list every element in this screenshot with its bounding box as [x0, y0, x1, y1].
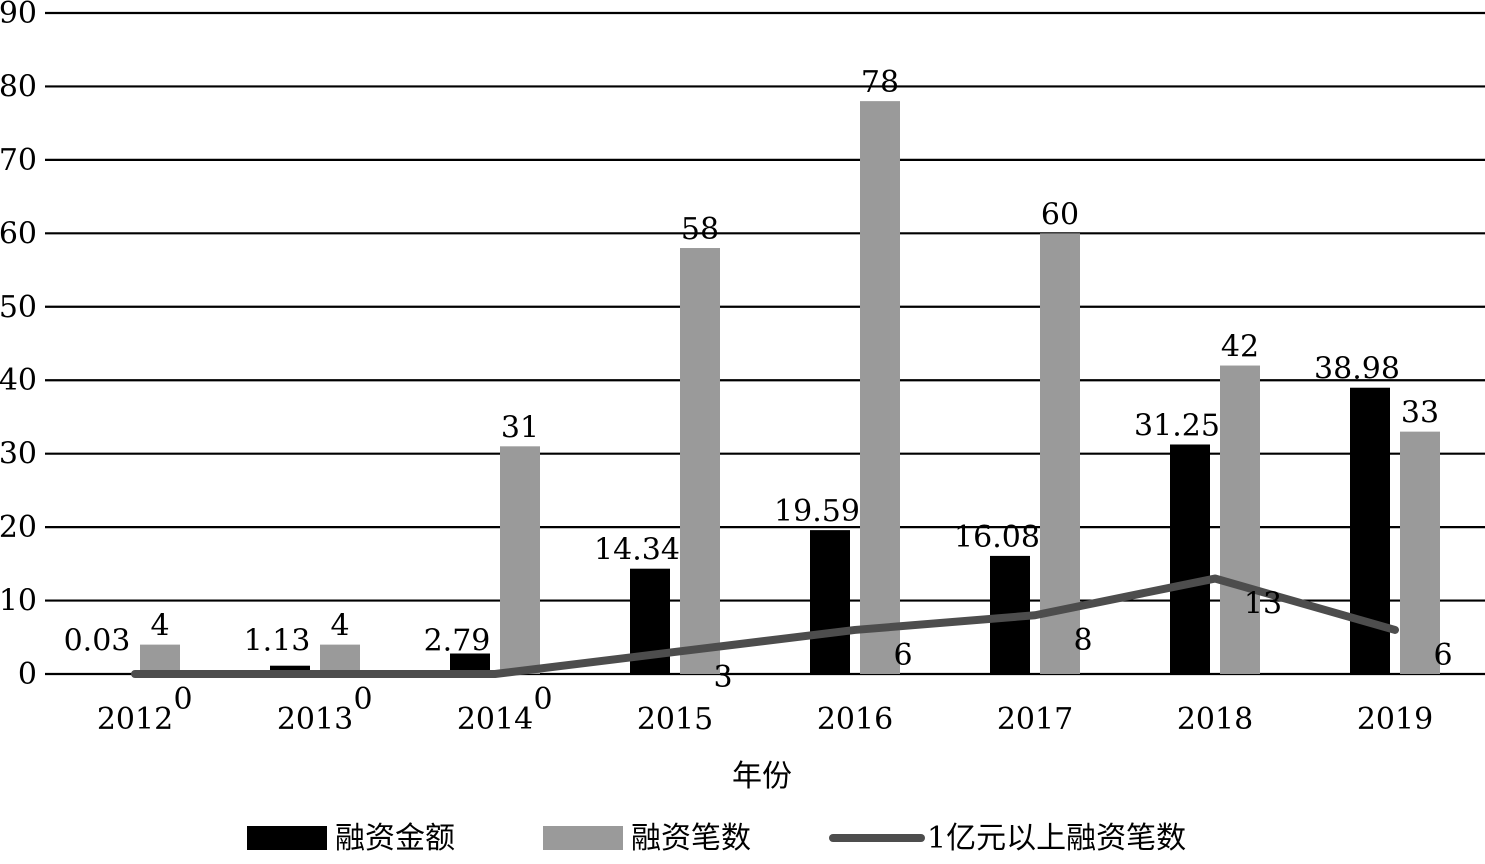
legend: 融资金额 融资笔数 1亿元以上融资笔数 — [247, 821, 1186, 856]
bar — [680, 248, 720, 674]
y-tick-label: 60 — [0, 216, 37, 251]
data-label: 16.08 — [954, 520, 1040, 555]
legend-swatch — [247, 826, 327, 850]
y-tick-label: 0 — [18, 657, 37, 692]
bar — [1220, 365, 1260, 674]
data-label: 0.03 — [64, 623, 131, 658]
line-point — [1033, 613, 1037, 618]
x-tick-label: 2014 — [457, 702, 533, 737]
line-data-label: 0 — [533, 682, 552, 717]
data-label: 1.13 — [244, 623, 311, 658]
y-tick-label: 70 — [0, 143, 37, 178]
line-data-label: 13 — [1244, 587, 1282, 622]
data-labels: 0.03 4 1.13 4 2.793114.345819.597816.086031.… — [64, 65, 1453, 717]
line-data-label: 6 — [893, 638, 912, 673]
line-data-label: 3 — [713, 660, 732, 695]
x-tick-label: 2012 — [97, 702, 173, 737]
legend-label: 融资金额 — [335, 821, 455, 856]
data-label: 14.34 — [594, 533, 680, 568]
bar — [860, 101, 900, 675]
y-tick-label: 50 — [0, 290, 37, 325]
line-data-label: 6 — [1433, 638, 1452, 673]
line-point — [493, 672, 497, 676]
bar — [450, 653, 490, 674]
data-label: 31 — [501, 410, 539, 445]
data-label: 33 — [1401, 396, 1439, 431]
bar — [1400, 431, 1440, 674]
bar — [1350, 387, 1390, 674]
bar — [270, 665, 310, 674]
x-tick-label: 2015 — [637, 702, 713, 737]
bar — [500, 446, 540, 674]
data-label: 2.79 — [424, 623, 491, 658]
line-point — [1393, 627, 1397, 632]
x-tick-label: 2019 — [1357, 702, 1433, 737]
gridlines — [45, 11, 1485, 676]
y-tick-label: 30 — [0, 437, 37, 472]
data-label: 38.98 — [1314, 352, 1400, 387]
data-label: 60 — [1041, 197, 1079, 232]
line-data-label: 0 — [173, 682, 192, 717]
data-label: 19.59 — [774, 494, 860, 529]
bar — [140, 644, 180, 674]
bars — [90, 101, 1440, 675]
legend-swatch — [543, 826, 623, 850]
x-tick-label: 2013 — [277, 702, 353, 737]
data-label: 31.25 — [1134, 408, 1220, 443]
line-point — [673, 649, 677, 654]
line-path — [131, 574, 1399, 678]
y-tick-label: 20 — [0, 510, 37, 545]
data-label: 58 — [681, 212, 719, 247]
data-label: 4 — [330, 609, 349, 644]
y-tick-label: 80 — [0, 69, 37, 104]
line-data-label: 0 — [353, 682, 372, 717]
y-tick-label: 10 — [0, 584, 37, 619]
x-axis-title: 年份 — [732, 759, 792, 794]
data-label: 78 — [861, 65, 899, 100]
line-point — [853, 627, 857, 632]
bar — [1170, 444, 1210, 674]
y-axis: 0 10 20 30 40 50 60 70 80 90 — [0, 0, 37, 692]
data-label: 42 — [1221, 330, 1259, 365]
bar — [810, 530, 850, 674]
x-tick-label: 2017 — [997, 702, 1073, 737]
y-tick-label: 40 — [0, 363, 37, 398]
legend-label: 1亿元以上融资笔数 — [927, 821, 1186, 856]
line-series — [131, 574, 1399, 678]
x-tick-label: 2016 — [817, 702, 893, 737]
bar — [1040, 233, 1080, 675]
y-tick-label: 90 — [0, 0, 37, 31]
bar — [320, 644, 360, 674]
line-point — [313, 672, 317, 676]
x-tick-label: 2018 — [1177, 702, 1253, 737]
line-data-label: 8 — [1073, 623, 1092, 658]
line-point — [133, 672, 137, 676]
x-axis: 2012 2013 2014 2015 2016 2017 2018 2019 — [97, 702, 1433, 737]
data-label: 4 — [150, 609, 169, 644]
line-point — [1213, 576, 1217, 581]
legend-label: 融资笔数 — [631, 821, 751, 856]
